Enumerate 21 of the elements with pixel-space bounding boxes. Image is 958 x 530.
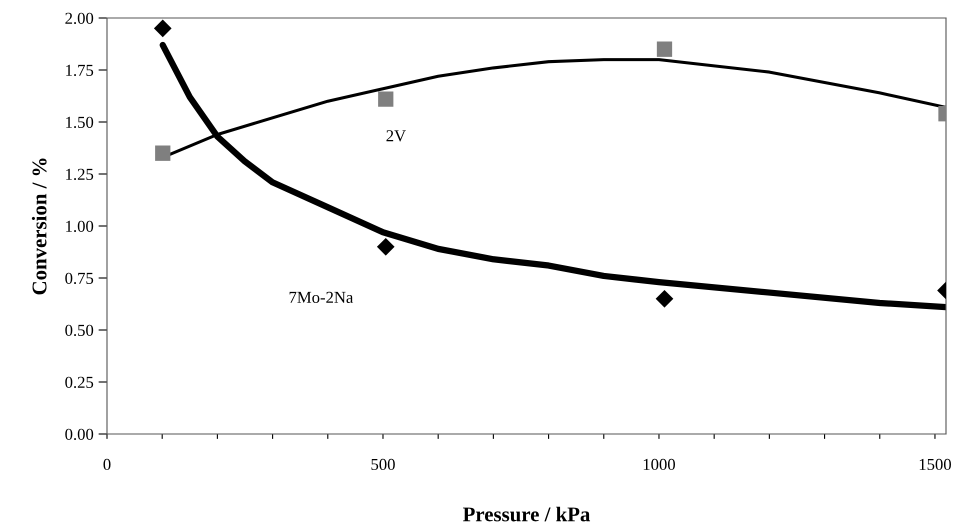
x-tick-label: 1000 bbox=[644, 458, 676, 470]
y-tick-label: 1.25 bbox=[66, 168, 94, 180]
y-tick-label: 0.50 bbox=[65, 324, 94, 336]
y-tick-label: 0.75 bbox=[65, 272, 94, 284]
y-tick-label: 1.00 bbox=[66, 220, 94, 232]
y-tick-label: 2.00 bbox=[65, 12, 94, 24]
y-axis-title: Conversion / % bbox=[32, 158, 47, 294]
text: 7Mo-2Na bbox=[290, 292, 354, 303]
y-tick-label: 1.50 bbox=[66, 116, 94, 128]
point bbox=[377, 238, 394, 256]
x-tick-label: 1500 bbox=[920, 458, 951, 470]
x-tick-label: 500 bbox=[371, 458, 395, 470]
y-tick-label: 0.25 bbox=[65, 376, 94, 388]
point bbox=[378, 91, 394, 107]
x-tick-label: 0 bbox=[103, 458, 111, 470]
x-axis-title: Pressure / kPa bbox=[462, 506, 590, 522]
series-label: 2V bbox=[386, 130, 406, 142]
y-tick-label: 0.00 bbox=[65, 428, 94, 440]
y-tick-label: 1.75 bbox=[66, 64, 94, 76]
point bbox=[154, 20, 172, 37]
point bbox=[155, 146, 170, 161]
